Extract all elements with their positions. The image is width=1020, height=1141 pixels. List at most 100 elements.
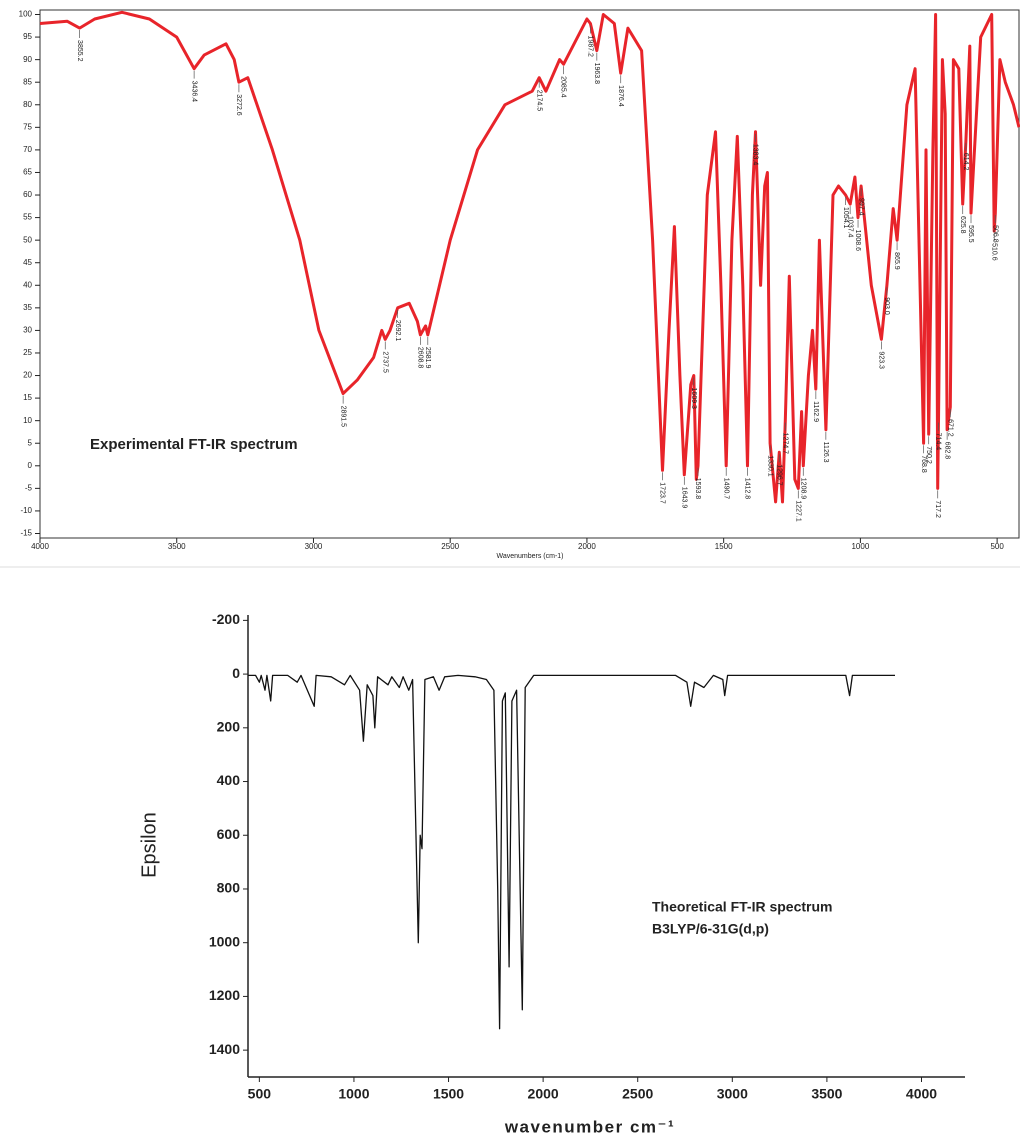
peak-label: 614.2 [962,153,969,171]
peak-label: 1054.1 [842,207,849,229]
peak-label: 903.0 [883,297,890,315]
y-tick-label: 50 [23,235,32,244]
x-tick-label: 1000 [851,542,869,551]
y-tick-label: 85 [23,77,32,86]
x-tick-label: 3500 [168,542,186,551]
peak-label: 1490.7 [722,478,729,500]
peak-label: 1643.9 [680,487,687,509]
annotation: B3LYP/6-31G(d,p) [652,921,769,937]
x-tick-label: 1500 [433,1086,464,1102]
peak-label: 671.2 [946,419,953,437]
y-tick-label: 800 [217,880,241,896]
y-tick-label: 600 [217,826,241,842]
peak-label: 682.8 [943,442,950,460]
peak-label: 1593.8 [694,478,701,500]
y-tick-label: 5 [28,438,33,447]
y-tick-label: 65 [23,168,32,177]
y-tick-label: 100 [19,10,33,19]
peak-label: 1330.1 [766,455,773,477]
y-tick-label: 80 [23,100,32,109]
peak-label: 3436.4 [190,81,197,103]
peak-label: 2174.5 [535,90,542,112]
peak-label: 1162.9 [812,401,819,422]
y-tick-label: 20 [23,371,32,380]
peak-label: 595.5 [967,225,974,243]
annotation: Theoretical FT-IR spectrum [652,899,832,915]
peak-label: 1383.4 [752,144,759,166]
peak-label: 2891.5 [339,406,346,428]
y-tick-label: 0 [28,461,33,470]
peak-label: 3855.2 [76,40,83,62]
x-tick-label: 500 [248,1086,272,1102]
x-tick-label: 3500 [811,1086,842,1102]
peak-label: 1208.9 [799,478,806,500]
peak-label: 714.4 [935,433,942,451]
peak-label: 997.4 [857,198,864,216]
y-axis-label: Epsilon [138,812,160,878]
y-tick-label: 0 [232,665,240,681]
y-tick-label: 75 [23,122,32,131]
y-tick-label: 10 [23,416,32,425]
x-tick-label: 2500 [622,1086,653,1102]
y-tick-label: 55 [23,213,32,222]
y-tick-label: 35 [23,303,32,312]
peak-label: 1723.7 [659,482,666,504]
plot-frame [39,9,1020,539]
peak-label: 2737.5 [381,351,388,373]
peak-label: 865.9 [893,252,900,270]
peak-label: 750.2 [925,446,932,464]
x-axis-label: Wavenumbers (cm-1) [496,553,563,560]
peak-label: 1037.4 [846,216,853,238]
y-tick-label: 95 [23,32,32,41]
peak-label: 1412.8 [744,478,751,500]
peak-label: 1227.1 [794,500,801,522]
peak-label: 1609.3 [690,388,697,410]
y-tick-label: 200 [217,719,241,735]
peak-label: 1296.7 [775,464,782,486]
annotation: Experimental FT-IR spectrum [90,436,298,453]
x-tick-label: 1000 [338,1086,369,1102]
peak-label: 2692.1 [394,320,401,342]
peak-label: 1126.3 [822,442,829,463]
peak-label: 768.8 [920,455,927,473]
peak-label: 1963.8 [593,63,600,85]
y-tick-label: -15 [20,529,32,538]
spectrum-line [248,674,895,1030]
y-tick-label: 70 [23,145,32,154]
y-tick-label: -5 [25,483,33,492]
x-axis-label: wavenumber cm⁻¹ [504,1117,675,1136]
x-tick-label: 2000 [578,542,596,551]
x-tick-label: 4000 [31,542,49,551]
peak-label: 510.6 [990,243,997,261]
peak-label: 717.2 [934,500,941,518]
peak-label: 1876.4 [617,85,624,107]
peak-label: 625.8 [959,216,966,234]
peak-label: 3272.6 [235,94,242,116]
peak-label: 1274.7 [781,433,788,455]
x-tick-label: 3000 [717,1086,748,1102]
peak-label: 1987.2 [587,36,594,58]
y-tick-label: 40 [23,280,32,289]
y-tick-label: 1400 [209,1041,240,1057]
y-tick-label: 25 [23,348,32,357]
y-tick-label: 15 [23,393,32,402]
spectrum-line [39,10,1020,504]
peak-label: 2085.4 [560,76,567,98]
peak-label: 923.3 [878,351,885,369]
x-tick-label: 2000 [528,1086,559,1102]
y-tick-label: -200 [212,611,240,627]
y-tick-label: 30 [23,326,32,335]
y-tick-label: 90 [23,55,32,64]
x-tick-label: 4000 [906,1086,937,1102]
y-tick-label: 1200 [209,987,240,1003]
y-tick-label: 1000 [209,933,240,949]
x-tick-label: 1500 [715,542,733,551]
y-tick-label: -10 [20,506,32,515]
x-tick-label: 500 [990,542,1004,551]
peak-label: 506.8 [991,225,998,243]
x-tick-label: 3000 [305,542,323,551]
peak-label: 2608.8 [417,347,424,369]
y-tick-label: 400 [217,772,241,788]
y-tick-label: 45 [23,258,32,267]
